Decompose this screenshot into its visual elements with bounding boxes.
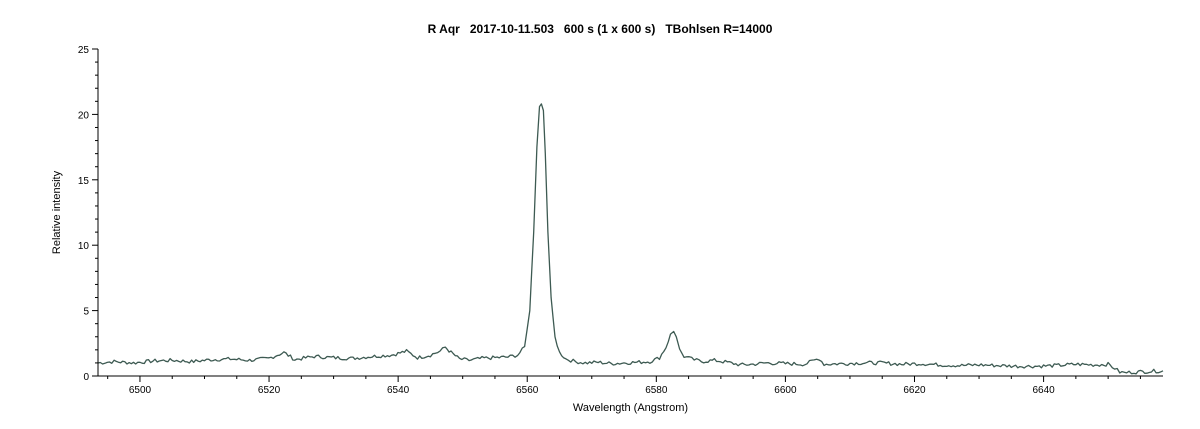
- x-tick-label: 6600: [774, 385, 797, 396]
- y-tick-label: 0: [83, 372, 89, 383]
- y-tick-label: 5: [83, 307, 89, 318]
- x-tick-label: 6500: [129, 385, 152, 396]
- y-tick-label: 25: [78, 45, 90, 56]
- y-tick-label: 20: [78, 110, 90, 121]
- x-axis-ticks: 6500 6520 6540 6560 6580 6600 6620 6640: [107, 376, 1141, 396]
- y-tick-label: 10: [78, 241, 90, 252]
- x-tick-label: 6620: [903, 385, 926, 396]
- y-axis-label: Relative intensity: [51, 170, 63, 254]
- spectrum-line: [97, 103, 1164, 375]
- x-tick-label: 6580: [645, 385, 668, 396]
- x-tick-label: 6540: [387, 385, 410, 396]
- x-tick-label: 6560: [516, 385, 539, 396]
- chart-title: R Aqr 2017-10-11.503 600 s (1 x 600 s) T…: [427, 22, 773, 36]
- y-tick-label: 15: [78, 176, 90, 187]
- x-tick-label: 6520: [258, 385, 281, 396]
- x-tick-label: 6640: [1032, 385, 1055, 396]
- y-axis-ticks: 0 5 10 15 20 25: [78, 45, 98, 383]
- x-axis-label: Wavelength (Angstrom): [573, 402, 688, 414]
